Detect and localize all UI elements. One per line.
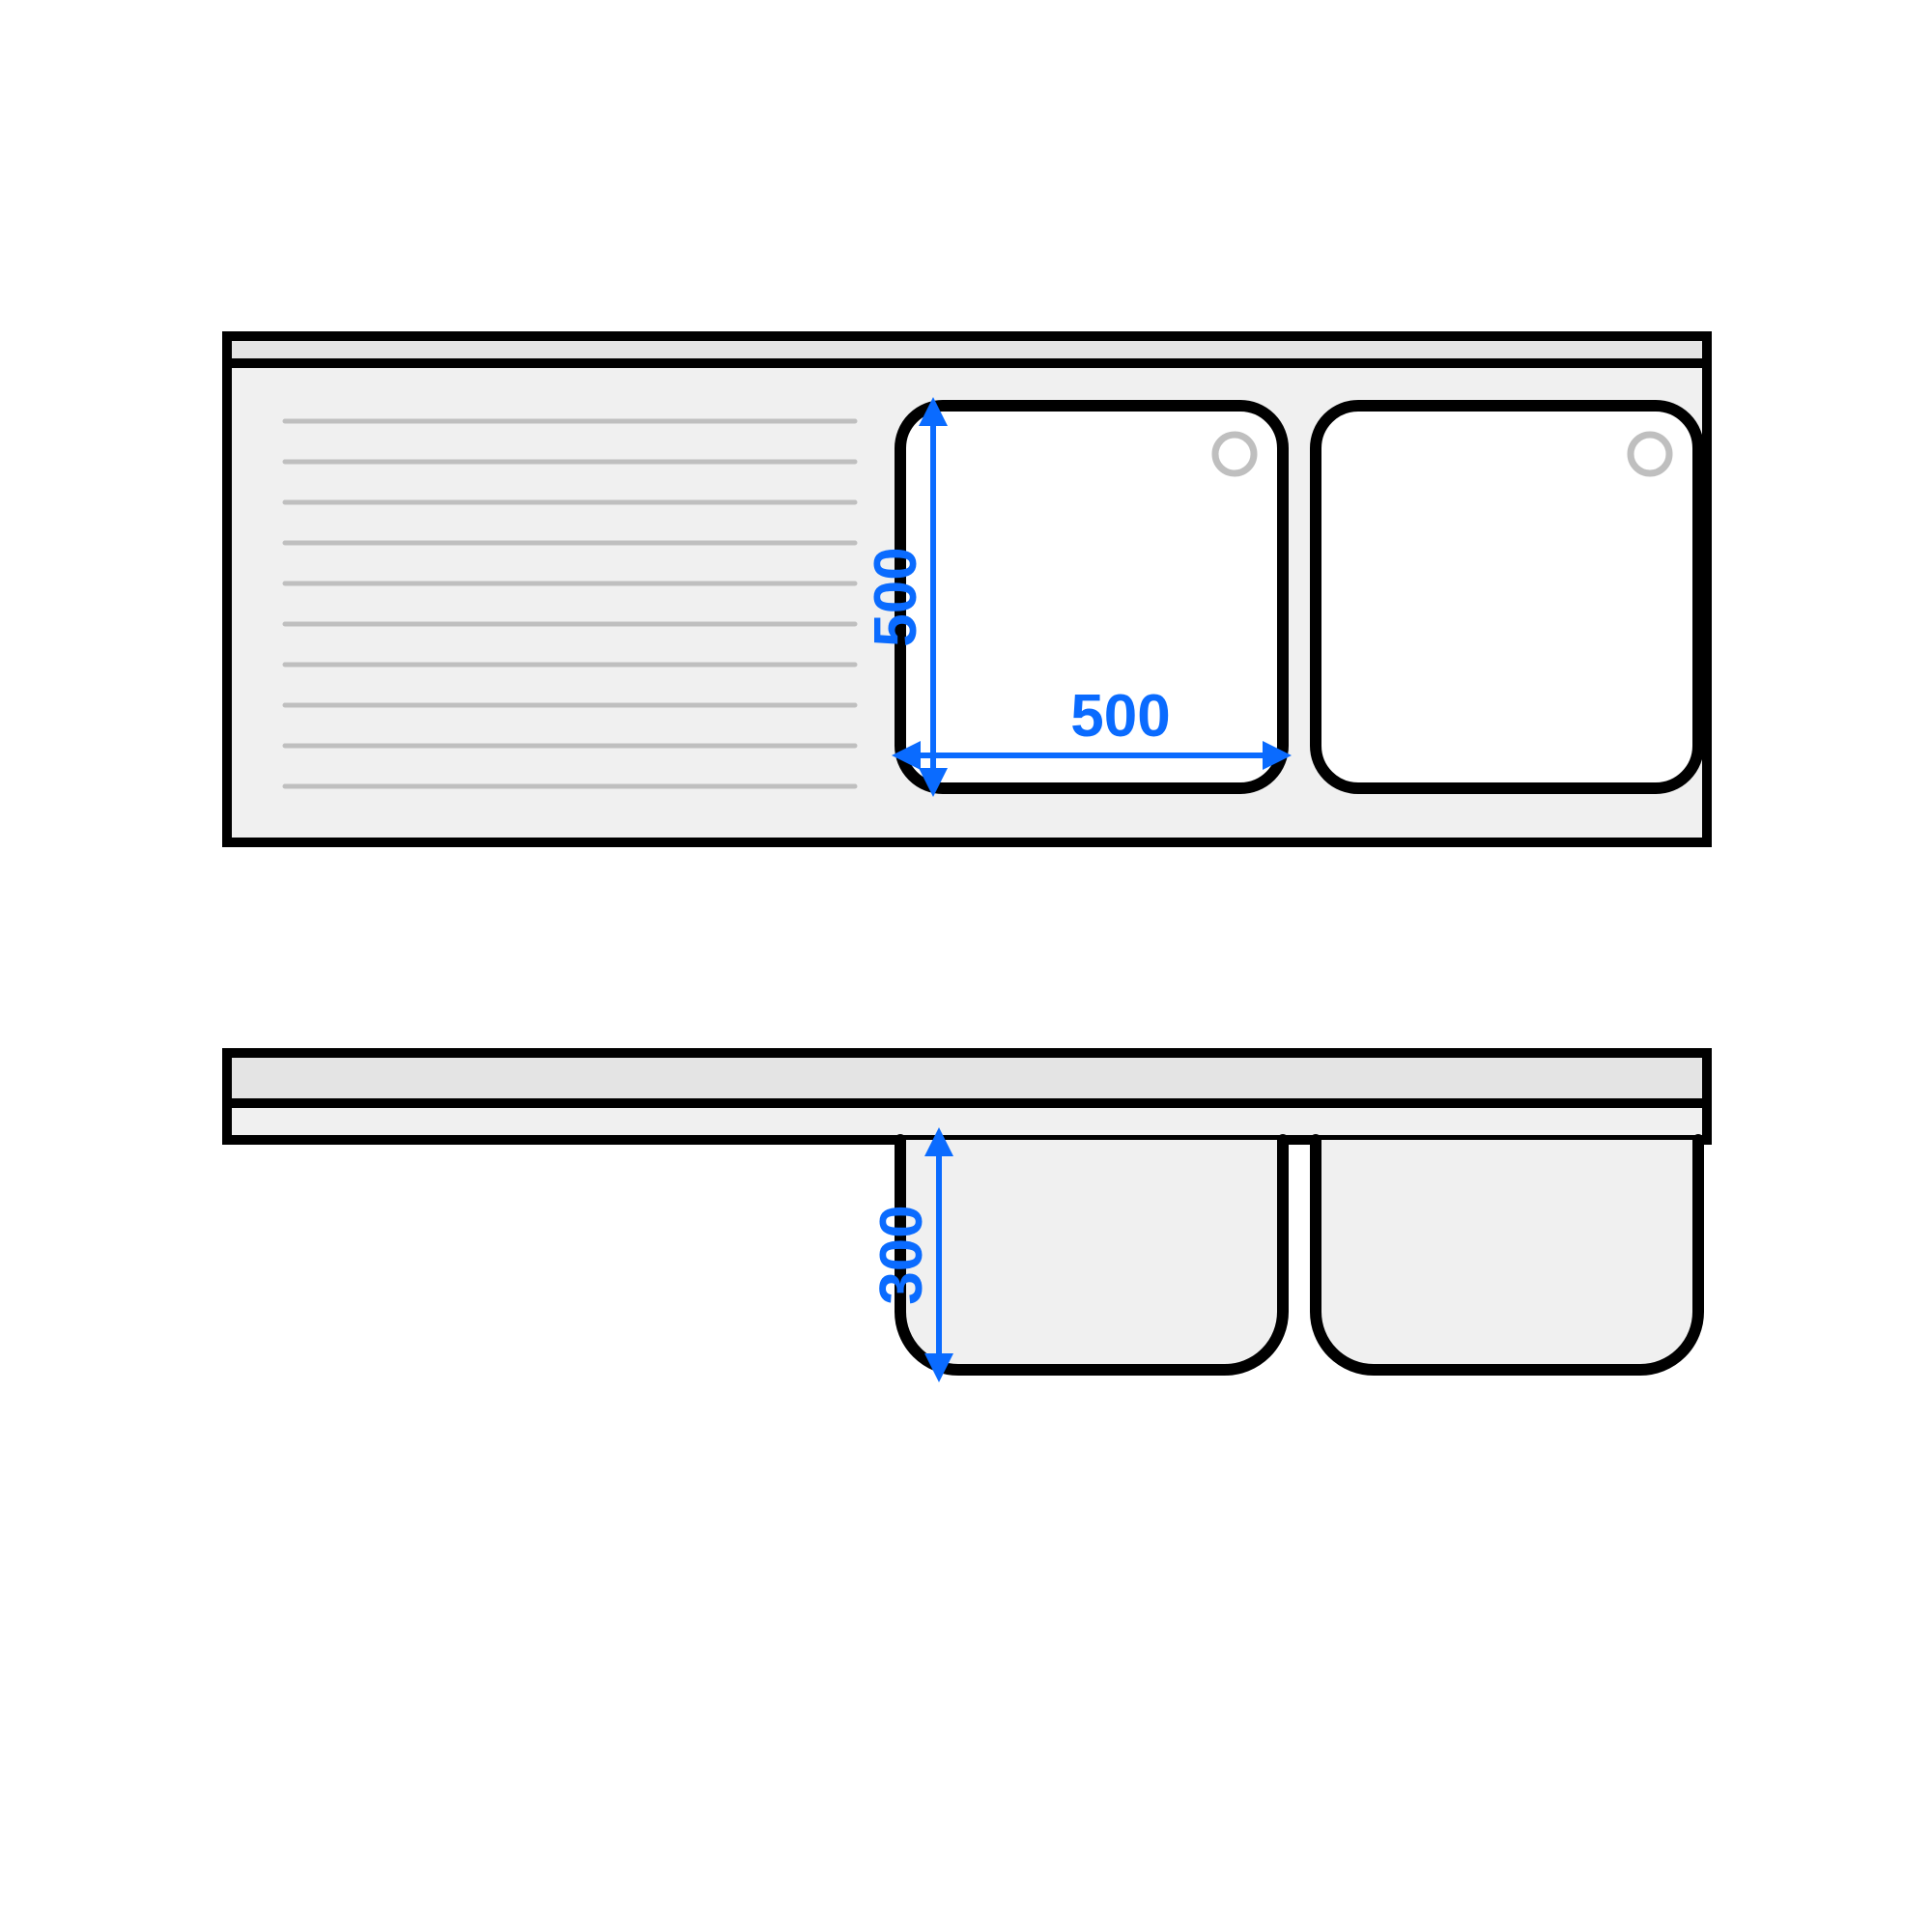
front-view-basin-2 [1316,1140,1698,1370]
top-view-basin-2 [1316,406,1698,788]
sink-technical-drawing: 500 500 300 [0,0,1932,1932]
front-view-basin-1 [900,1140,1283,1370]
dim-label-basin-height: 500 [863,547,929,646]
dim-label-basin-width: 500 [1070,683,1170,750]
front-view-top-edge [227,1053,1707,1103]
dim-label-basin-depth: 300 [868,1205,935,1304]
front-view-apron [227,1103,1707,1140]
